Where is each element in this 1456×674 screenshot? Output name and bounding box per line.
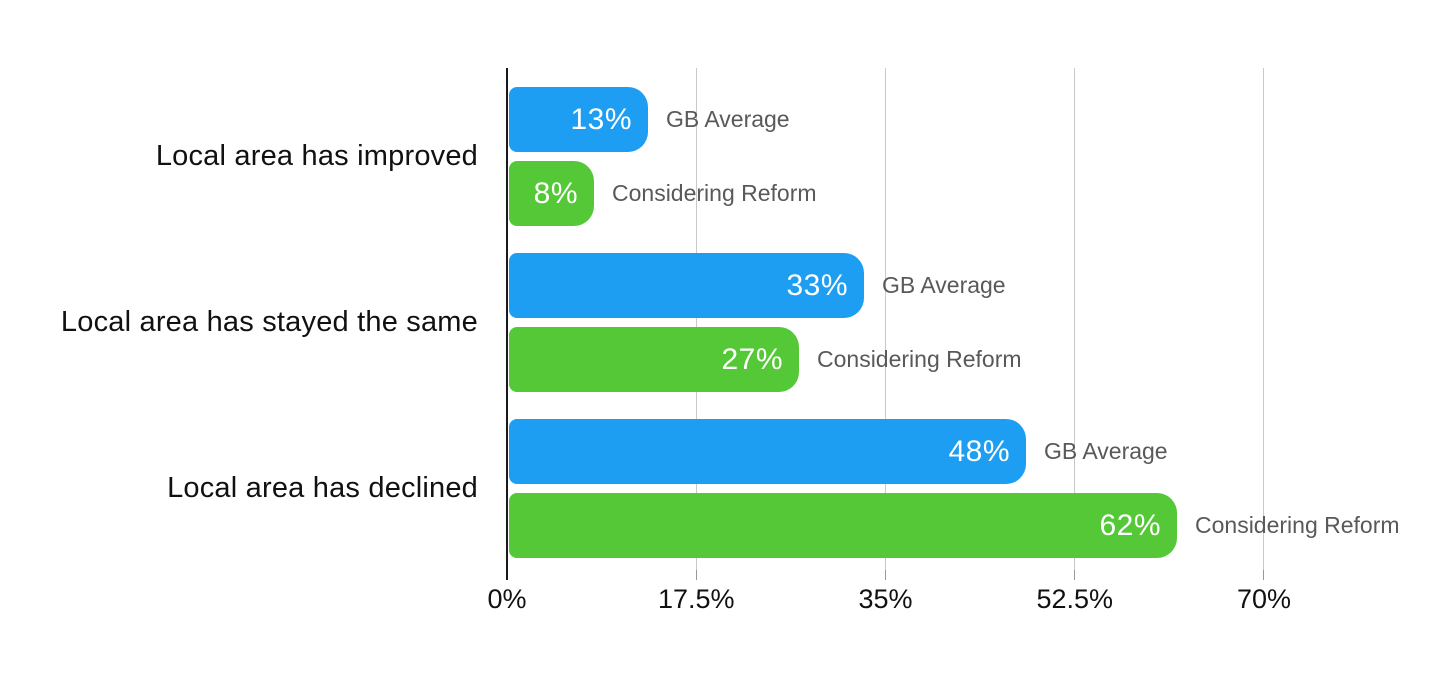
category-label: Local area has stayed the same	[60, 306, 478, 338]
bar-value-label: 33%	[786, 269, 848, 302]
x-axis-tick	[1074, 570, 1076, 580]
x-axis-tick-label: 52.5%	[1036, 584, 1114, 614]
series-label: Considering Reform	[612, 180, 817, 206]
bar-considering-reform: 27%	[509, 327, 799, 392]
series-label: Considering Reform	[817, 346, 1022, 372]
bar-value-label: 27%	[721, 343, 783, 376]
bar-considering-reform: 8%	[509, 161, 594, 226]
bar-value-label: 62%	[1099, 509, 1161, 542]
series-label: GB Average	[666, 106, 790, 132]
series-label: GB Average	[882, 272, 1006, 298]
bar-value-label: 8%	[533, 177, 578, 210]
x-axis-tick-label: 17.5%	[657, 584, 735, 614]
x-axis-tick-label: 70%	[1236, 584, 1291, 614]
x-axis-tick-label: 0%	[487, 584, 527, 614]
gridline	[884, 68, 886, 570]
y-axis-line	[506, 68, 508, 580]
series-label: GB Average	[1044, 438, 1168, 464]
bar-gb-average: 48%	[509, 419, 1026, 484]
category-label: Local area has declined	[167, 472, 478, 504]
gridline	[1074, 68, 1076, 570]
x-axis-tick	[695, 570, 697, 580]
x-axis-tick	[884, 570, 886, 580]
gridline	[1263, 68, 1265, 570]
bar-gb-average: 33%	[509, 253, 864, 318]
bar-value-label: 13%	[570, 103, 632, 136]
bar-value-label: 48%	[948, 435, 1010, 468]
x-axis-tick-label: 35%	[858, 584, 913, 614]
bar-gb-average: 13%	[509, 87, 648, 152]
x-axis-tick	[1263, 570, 1265, 580]
gridline	[695, 68, 697, 570]
series-label: Considering Reform	[1195, 512, 1400, 538]
category-label: Local area has improved	[155, 140, 478, 172]
bar-considering-reform: 62%	[509, 493, 1177, 558]
